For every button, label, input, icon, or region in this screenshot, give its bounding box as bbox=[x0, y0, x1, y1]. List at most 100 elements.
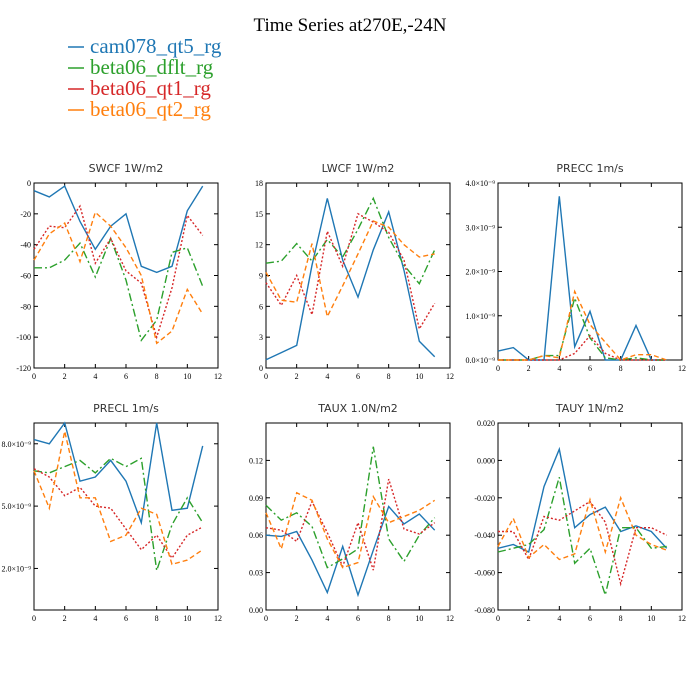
x-tick-label: 10 bbox=[647, 364, 655, 373]
x-tick-label: 8 bbox=[619, 614, 623, 623]
y-tick-label: -60 bbox=[20, 272, 31, 281]
plot-frame bbox=[33, 422, 219, 611]
x-tick-label: 4 bbox=[93, 372, 97, 381]
series-line-beta06_qt1_rg bbox=[33, 204, 204, 340]
y-tick-label: 8.0×10⁻⁹ bbox=[1, 440, 31, 449]
panel-title: TAUX 1.0N/m2 bbox=[317, 402, 398, 415]
x-tick-label: 10 bbox=[415, 614, 423, 623]
legend-label-cam078_qt5_rg: cam078_qt5_rg bbox=[90, 34, 222, 58]
y-tick-label: 0.020 bbox=[477, 419, 495, 428]
y-tick-label: 0.00 bbox=[249, 606, 263, 615]
series-line-cam078_qt5_rg bbox=[33, 185, 204, 274]
x-tick-label: 2 bbox=[295, 372, 299, 381]
panel-0: SWCF 1W/m2 0 2 4 6 8 10 12 -120 -100 -80 -60 -40 -20 0 bbox=[16, 162, 222, 381]
series-line-beta06_qt2_rg bbox=[265, 491, 436, 569]
y-tick-label: 0.03 bbox=[249, 569, 263, 578]
x-tick-label: 12 bbox=[214, 372, 222, 381]
y-tick-label: 0.12 bbox=[249, 456, 263, 465]
x-tick-label: 0 bbox=[264, 614, 268, 623]
series-line-beta06_qt2_rg bbox=[265, 220, 435, 319]
series-line-beta06_qt1_rg bbox=[498, 500, 668, 587]
y-tick-label: 0 bbox=[259, 364, 263, 373]
series-line-beta06_qt1_rg bbox=[33, 468, 204, 560]
x-tick-label: 10 bbox=[183, 372, 191, 381]
y-tick-label: 1.0×10⁻⁹ bbox=[465, 312, 495, 321]
panel-title: PRECC 1m/s bbox=[556, 162, 624, 175]
x-tick-label: 0 bbox=[32, 372, 36, 381]
x-tick-label: 10 bbox=[415, 372, 423, 381]
panel-title: TAUY 1N/m2 bbox=[555, 402, 624, 415]
x-tick-label: 6 bbox=[124, 372, 128, 381]
x-tick-label: 4 bbox=[557, 614, 561, 623]
y-tick-label: -0.060 bbox=[474, 569, 495, 578]
panel-title: SWCF 1W/m2 bbox=[89, 162, 164, 175]
y-tick-label: 4.0×10⁻⁹ bbox=[465, 179, 495, 188]
legend: cam078_qt5_rgbeta06_dflt_rgbeta06_qt1_rg… bbox=[68, 34, 222, 121]
x-tick-label: 2 bbox=[63, 614, 67, 623]
x-tick-label: 4 bbox=[93, 614, 97, 623]
series-line-beta06_qt2_rg bbox=[33, 211, 204, 345]
x-tick-label: 10 bbox=[183, 614, 191, 623]
x-tick-label: 0 bbox=[264, 372, 268, 381]
x-tick-label: 2 bbox=[295, 614, 299, 623]
x-tick-label: 8 bbox=[387, 372, 391, 381]
panel-title: PRECL 1m/s bbox=[93, 402, 159, 415]
x-tick-label: 12 bbox=[214, 614, 222, 623]
x-tick-label: 0 bbox=[496, 614, 500, 623]
y-tick-label: -0.040 bbox=[474, 531, 495, 540]
series-line-beta06_qt1_rg bbox=[265, 212, 436, 331]
x-tick-label: 8 bbox=[155, 614, 159, 623]
series-line-beta06_dflt_rg bbox=[33, 457, 204, 571]
y-tick-label: -80 bbox=[20, 302, 31, 311]
y-tick-label: 9 bbox=[259, 272, 263, 281]
panel-5: TAUY 1N/m2 0 2 4 6 8 10 12 -0.080 -0.060 -0.040 -0.… bbox=[474, 402, 686, 623]
series-line-cam078_qt5_rg bbox=[265, 505, 436, 598]
x-tick-label: 6 bbox=[588, 364, 592, 373]
x-tick-label: 12 bbox=[446, 372, 454, 381]
x-tick-label: 12 bbox=[678, 614, 686, 623]
series-line-beta06_dflt_rg bbox=[34, 236, 204, 342]
series-line-beta06_qt2_rg bbox=[33, 431, 204, 566]
y-tick-label: 6 bbox=[259, 302, 263, 311]
x-tick-label: 2 bbox=[527, 364, 531, 373]
x-tick-label: 4 bbox=[557, 364, 561, 373]
y-tick-label: 2.0×10⁻⁹ bbox=[1, 564, 31, 573]
y-tick-label: -0.020 bbox=[474, 494, 495, 503]
series-line-beta06_qt2_rg bbox=[498, 289, 667, 361]
x-tick-label: 8 bbox=[619, 364, 623, 373]
x-tick-label: 8 bbox=[155, 372, 159, 381]
x-tick-label: 6 bbox=[588, 614, 592, 623]
series-line-beta06_dflt_rg bbox=[497, 477, 667, 598]
y-tick-label: 0.09 bbox=[249, 494, 263, 503]
series-line-beta06_qt2_rg bbox=[497, 495, 667, 561]
y-tick-label: -0.080 bbox=[474, 606, 495, 615]
x-tick-label: 0 bbox=[32, 614, 36, 623]
y-tick-label: 15 bbox=[255, 210, 263, 219]
y-tick-label: 0 bbox=[27, 179, 31, 188]
legend-label-beta06_qt2_rg: beta06_qt2_rg bbox=[90, 97, 211, 121]
series-line-cam078_qt5_rg bbox=[497, 196, 667, 361]
panel-1: LWCF 1W/m2 0 2 4 6 8 10 12 0 3 6 9 12 15 18 bbox=[255, 162, 454, 381]
y-tick-label: 0.06 bbox=[249, 531, 263, 540]
y-tick-label: -40 bbox=[20, 241, 31, 250]
plot-frame bbox=[497, 182, 683, 361]
y-tick-label: 0.0×10⁻⁹ bbox=[465, 356, 495, 365]
y-tick-label: 2.0×10⁻⁹ bbox=[465, 268, 495, 277]
x-tick-label: 6 bbox=[356, 372, 360, 381]
figure-title: Time Series at270E,-24N bbox=[254, 15, 447, 36]
chart-panels: SWCF 1W/m2 0 2 4 6 8 10 12 -120 -100 -80 -60 -40 -20 0… bbox=[1, 162, 686, 623]
x-tick-label: 10 bbox=[647, 614, 655, 623]
plot-frame bbox=[33, 182, 219, 369]
panel-4: TAUX 1.0N/m2 0 2 4 6 8 10 12 0.00 0.03 0.06 0.09 0.1… bbox=[249, 402, 454, 623]
x-tick-label: 12 bbox=[678, 364, 686, 373]
x-tick-label: 4 bbox=[325, 614, 329, 623]
panel-3: PRECL 1m/s 0 2 4 6 8 10 12 2.0×10⁻⁹ 5.0×10⁻⁹ 8.0×1… bbox=[1, 402, 222, 623]
y-tick-label: 0.000 bbox=[477, 456, 495, 465]
y-tick-label: 18 bbox=[255, 179, 263, 188]
x-tick-label: 6 bbox=[124, 614, 128, 623]
panel-title: LWCF 1W/m2 bbox=[322, 162, 395, 175]
x-tick-label: 12 bbox=[446, 614, 454, 623]
series-line-cam078_qt5_rg bbox=[497, 446, 668, 554]
y-tick-label: -120 bbox=[16, 364, 31, 373]
